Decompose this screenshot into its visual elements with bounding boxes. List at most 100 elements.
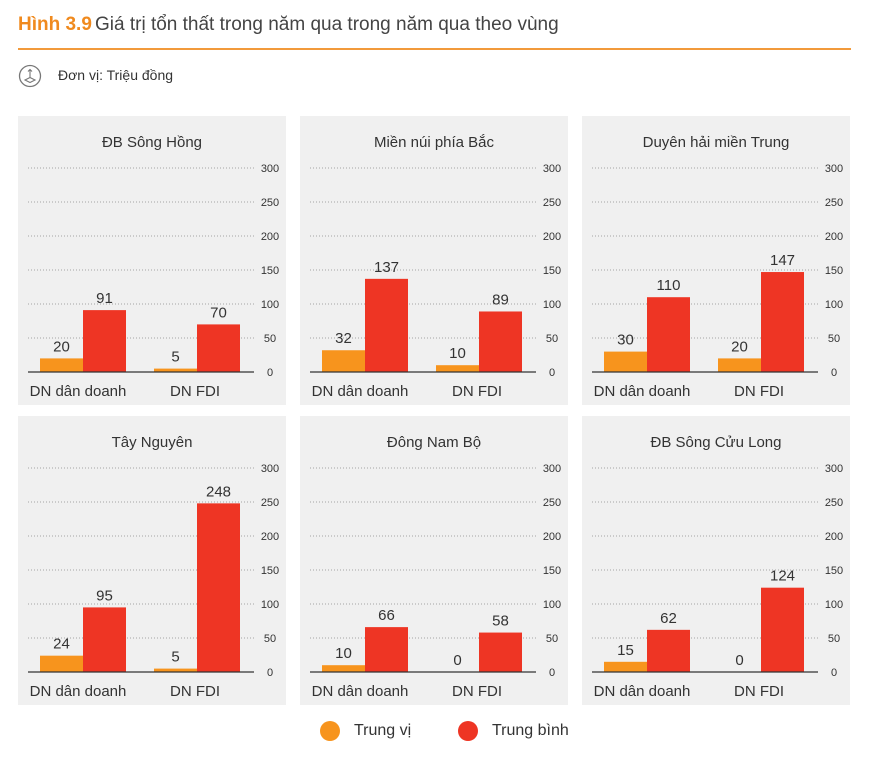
data-label: 110: [657, 277, 681, 294]
data-label: 15: [617, 642, 634, 659]
legend-swatch-median: [320, 721, 340, 741]
data-label: 32: [335, 330, 352, 347]
bar-median: [436, 365, 479, 372]
y-tick-label: 250: [543, 197, 561, 209]
data-label: 124: [770, 568, 795, 585]
bar-mean: [365, 627, 408, 672]
y-tick-label: 50: [828, 633, 840, 645]
data-label: 58: [492, 613, 509, 630]
data-label: 5: [171, 349, 179, 366]
category-label: DN FDI: [170, 383, 220, 400]
y-tick-label: 150: [825, 265, 843, 277]
y-tick-label: 200: [825, 231, 843, 243]
bar-median: [40, 655, 83, 672]
y-tick-label: 0: [267, 367, 273, 379]
figure-title: Giá trị tổn thất trong năm qua trong năm…: [95, 14, 559, 35]
panel-dbsh: ĐB Sông Hồng 0 50 100 150 200 250 300 20 91 DN dân…: [18, 116, 286, 405]
category-label: DN dân doanh: [312, 383, 409, 400]
panel-tn: Tây Nguyên 0 50 100 150 200 250 300 24 95 DN dân d…: [18, 416, 286, 705]
panel-dbscl: ĐB Sông Cửu Long 0 50 100 150 200 250 300 15 62 DN…: [582, 416, 850, 705]
y-tick-label: 300: [825, 163, 843, 175]
legend-label-median: Trung vị: [354, 722, 412, 739]
y-tick-label: 250: [261, 197, 279, 209]
data-label: 91: [96, 290, 113, 307]
y-tick-label: 0: [267, 667, 273, 679]
panel-mnpb: Miền núi phía Bắc 0 50 100 150 200 250 300 32 137…: [300, 116, 568, 405]
data-label: 20: [731, 338, 748, 355]
bar-median: [154, 668, 197, 672]
legend: Trung vị Trung bình: [0, 714, 881, 748]
category-label: DN dân doanh: [594, 683, 691, 700]
category-label: DN dân doanh: [30, 683, 127, 700]
legend-label-mean: Trung bình: [492, 722, 569, 739]
unit-text: Đơn vị: Triệu đồng: [58, 67, 174, 83]
category-label: DN FDI: [170, 683, 220, 700]
y-tick-label: 150: [261, 265, 279, 277]
chart-svg: Duyên hải miền Trung 0 50 100 150 200 250 300 30…: [592, 134, 843, 400]
data-label: 62: [660, 610, 677, 627]
category-label: DN FDI: [452, 383, 502, 400]
chart-title: Đông Nam Bộ: [387, 434, 481, 451]
data-label: 20: [53, 338, 70, 355]
y-tick-label: 200: [543, 531, 561, 543]
bar-mean: [761, 587, 804, 672]
y-tick-label: 250: [261, 497, 279, 509]
y-tick-label: 300: [543, 463, 561, 475]
y-tick-label: 0: [549, 367, 555, 379]
y-tick-label: 100: [261, 299, 279, 311]
category-label: DN FDI: [452, 683, 502, 700]
bar-median: [604, 661, 647, 672]
y-tick-label: 150: [543, 565, 561, 577]
bar-mean: [647, 629, 690, 672]
unit-icon: [18, 64, 42, 88]
figure-label: Hình 3.9: [18, 14, 92, 35]
y-tick-label: 250: [825, 197, 843, 209]
category-label: DN dân doanh: [312, 683, 409, 700]
bar-mean: [83, 310, 126, 372]
data-label: 70: [210, 304, 227, 321]
y-tick-label: 100: [261, 599, 279, 611]
chart-svg: Tây Nguyên 0 50 100 150 200 250 300 24 95 DN dân d…: [28, 434, 279, 700]
y-tick-label: 50: [546, 633, 558, 645]
y-tick-label: 100: [543, 599, 561, 611]
figure-header: Hình 3.9 Giá trị tổn thất trong năm qua …: [18, 10, 851, 50]
chart-title: Miền núi phía Bắc: [374, 134, 495, 151]
data-label: 30: [617, 332, 634, 349]
bar-median: [604, 351, 647, 372]
y-tick-label: 0: [549, 667, 555, 679]
y-tick-label: 200: [825, 531, 843, 543]
bar-mean: [479, 632, 522, 672]
bar-median: [322, 665, 365, 672]
y-tick-label: 50: [264, 333, 276, 345]
category-label: DN FDI: [734, 683, 784, 700]
data-label: 66: [378, 607, 395, 624]
bar-median: [322, 350, 365, 372]
data-label: 248: [206, 483, 231, 500]
y-tick-label: 50: [264, 633, 276, 645]
y-tick-label: 0: [831, 367, 837, 379]
bar-mean: [83, 607, 126, 672]
data-label: 95: [96, 587, 113, 604]
data-label: 89: [492, 291, 509, 308]
bar-mean: [647, 297, 690, 372]
y-tick-label: 250: [543, 497, 561, 509]
data-label: 24: [53, 636, 70, 653]
y-tick-label: 50: [828, 333, 840, 345]
chart-title: Tây Nguyên: [112, 434, 193, 451]
y-tick-label: 200: [261, 231, 279, 243]
y-tick-label: 200: [261, 531, 279, 543]
y-tick-label: 0: [831, 667, 837, 679]
y-tick-label: 150: [543, 265, 561, 277]
category-label: DN FDI: [734, 383, 784, 400]
data-label: 10: [335, 645, 352, 662]
y-tick-label: 100: [825, 599, 843, 611]
category-label: DN dân doanh: [594, 383, 691, 400]
y-tick-label: 300: [261, 463, 279, 475]
bar-mean: [761, 272, 804, 372]
data-label: 5: [171, 649, 179, 666]
bar-median: [40, 358, 83, 372]
chart-svg: Đông Nam Bộ 0 50 100 150 200 250 300 10 66 DN dân …: [310, 434, 561, 700]
data-label: 0: [735, 652, 743, 669]
chart-svg: ĐB Sông Cửu Long 0 50 100 150 200 250 300 15 62 DN…: [592, 434, 843, 700]
bar-median: [154, 368, 197, 372]
